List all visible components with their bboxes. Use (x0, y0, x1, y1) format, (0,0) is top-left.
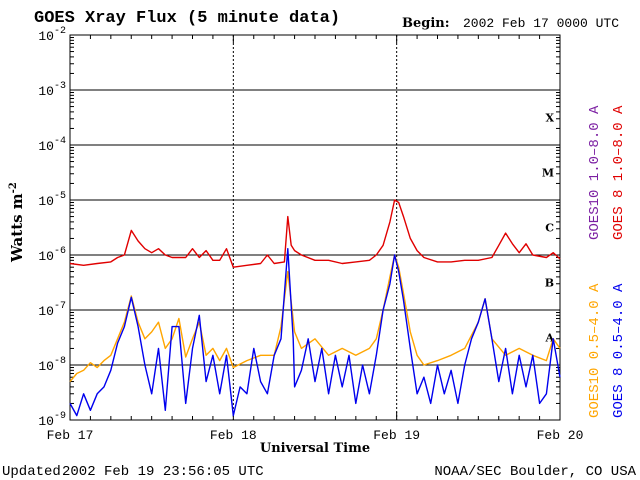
legend-item-3: GOES 8 0.5–4.0 A (611, 283, 627, 418)
x-tick-label-0: Feb 17 (47, 428, 94, 443)
y-tick-label-7: 10-9 (38, 411, 66, 429)
y-tick-labels: 10-210-310-410-510-610-710-810-9 (38, 26, 66, 429)
series-lines (69, 199, 561, 417)
flare-class-labels: X M C B A (542, 112, 555, 345)
footer-updated-value: 2002 Feb 19 23:56:05 UTC (62, 464, 264, 480)
series-line-2 (69, 254, 561, 383)
y-tick-base: 10 (38, 139, 54, 154)
y-axis-label: Watts m-2 (8, 182, 26, 263)
series-line-1 (69, 199, 561, 268)
grid-lines (70, 34, 560, 421)
day-dividers (69, 35, 561, 420)
flare-class-c: C (545, 222, 554, 235)
plot-frame (69, 34, 561, 421)
footer-source: NOAA/SEC Boulder, CO USA (434, 464, 636, 480)
y-tick-label-2: 10-4 (38, 136, 66, 154)
y-tick-label-4: 10-6 (38, 246, 66, 264)
flare-class-b: B (545, 277, 554, 290)
y-tick-exponent: -5 (54, 191, 66, 202)
y-tick-exponent: -8 (54, 356, 66, 367)
y-axis-label-exponent: -2 (8, 182, 19, 193)
y-tick-exponent: -7 (54, 301, 66, 312)
y-tick-base: 10 (38, 29, 54, 44)
y-tick-label-5: 10-7 (38, 301, 66, 319)
y-tick-exponent: -2 (54, 26, 66, 37)
y-tick-label-3: 10-5 (38, 191, 66, 209)
flare-class-a: A (544, 332, 554, 345)
legend-item-0: GOES10 1.0–8.0 A (587, 105, 603, 240)
y-tick-base: 10 (38, 414, 54, 429)
y-tick-exponent: -6 (54, 246, 66, 257)
flare-class-m: M (542, 167, 554, 180)
y-tick-exponent: -9 (54, 411, 66, 422)
series-line-3 (69, 248, 561, 417)
legend-item-2: GOES10 0.5–4.0 A (587, 283, 603, 418)
x-tick-labels: Feb 17 Feb 18 Feb 19 Feb 20 (47, 428, 584, 443)
legend-item-1: GOES 8 1.0–8.0 A (611, 105, 627, 240)
legend: GOES10 1.0–8.0 A GOES 8 1.0–8.0 A GOES10 0… (587, 105, 627, 418)
y-tick-label-1: 10-3 (38, 81, 66, 99)
y-tick-base: 10 (38, 249, 54, 264)
chart-title: GOES Xray Flux (5 minute data) (34, 9, 340, 28)
x-tick-label-3: Feb 20 (537, 428, 584, 443)
y-tick-base: 10 (38, 359, 54, 374)
y-tick-base: 10 (38, 194, 54, 209)
y-tick-base: 10 (38, 84, 54, 99)
begin-label: Begin: (402, 16, 450, 31)
footer-updated-label: Updated (2, 464, 61, 480)
y-axis-label-text: Watts m (8, 193, 26, 263)
x-tick-label-2: Feb 19 (373, 428, 420, 443)
y-tick-exponent: -4 (54, 136, 66, 147)
y-tick-label-6: 10-8 (38, 356, 66, 374)
y-tick-label-0: 10-2 (38, 26, 66, 44)
x-axis-label: Universal Time (260, 441, 370, 456)
y-tick-base: 10 (38, 304, 54, 319)
begin-value: 2002 Feb 17 0000 UTC (463, 16, 619, 31)
flare-class-x: X (545, 112, 554, 125)
x-tick-label-1: Feb 18 (210, 428, 257, 443)
y-tick-exponent: -3 (54, 81, 66, 92)
